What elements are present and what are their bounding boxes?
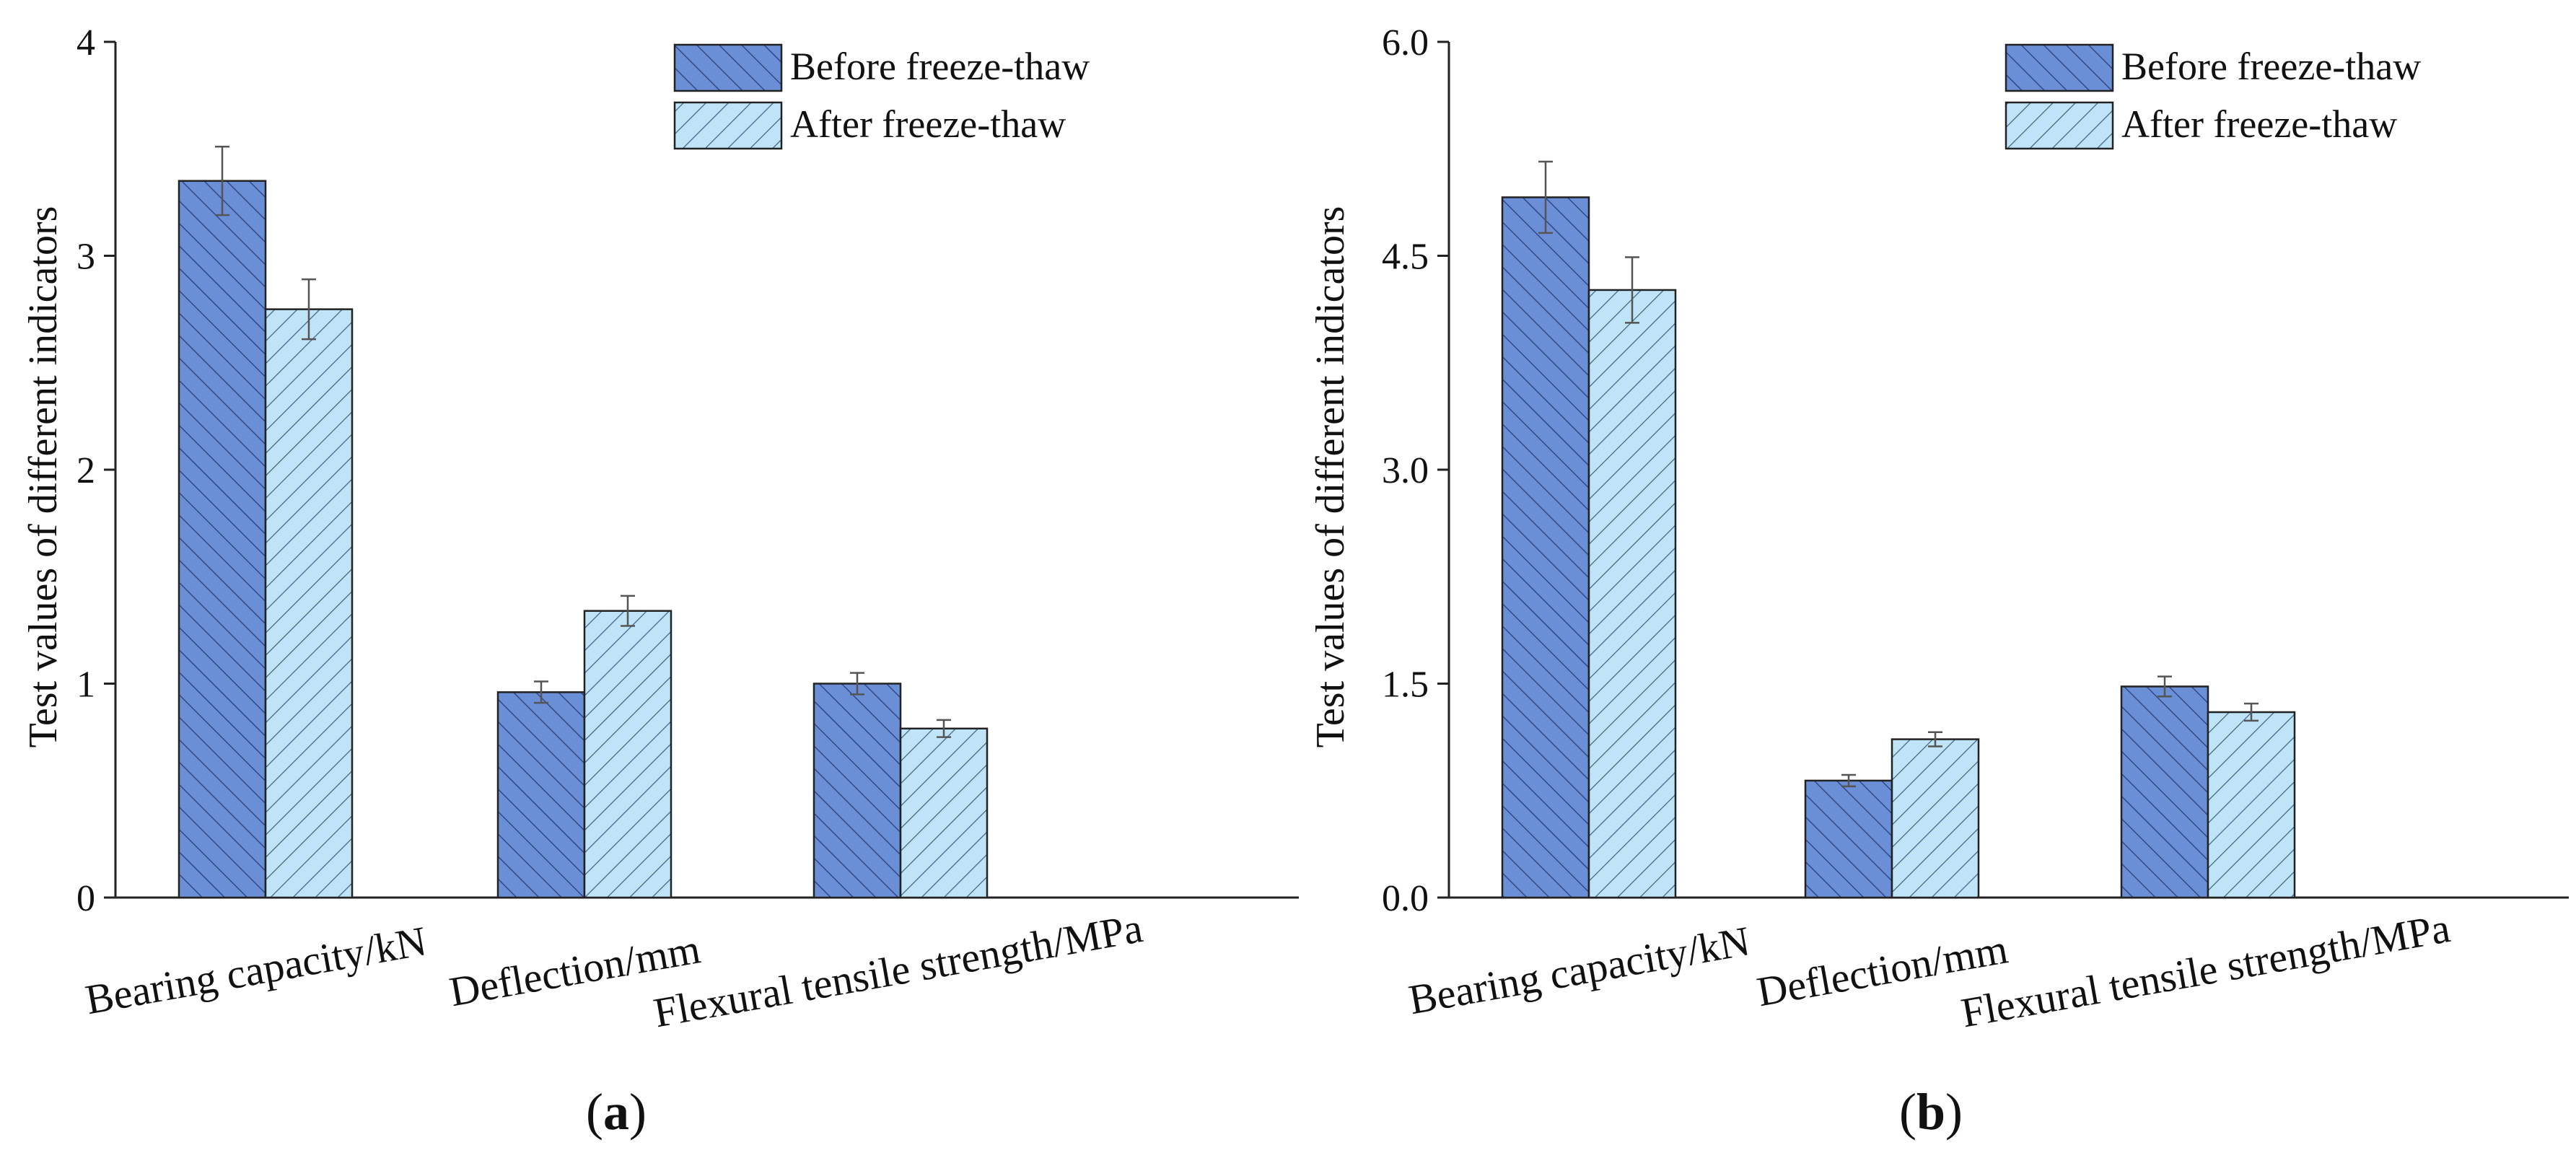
bar-before bbox=[1501, 196, 1590, 899]
x-tick-label: Bearing capacity/kN bbox=[82, 917, 429, 1023]
x-tick-label: Flexural tensile strength/MPa bbox=[650, 904, 1146, 1036]
bar-before bbox=[496, 691, 586, 899]
bar-before bbox=[812, 683, 902, 899]
y-tick-label: 3 bbox=[76, 237, 95, 278]
legend-label-before: Before freeze-thaw bbox=[790, 45, 1090, 88]
panel-label-a: (a) bbox=[586, 1083, 647, 1141]
bar-before bbox=[2120, 685, 2209, 899]
legend-swatch-after bbox=[2005, 101, 2114, 150]
y-tick-label: 2 bbox=[76, 450, 95, 491]
x-tick-label: Bearing capacity/kN bbox=[1405, 917, 1753, 1023]
chart-panel-a: 0 1 2 3 4 Test values of different indicators… bbox=[21, 22, 1299, 1036]
bar-after bbox=[2207, 711, 2296, 899]
legend: Before freeze-thaw After freeze-thaw bbox=[2005, 43, 2421, 150]
legend: Before freeze-thaw After freeze-thaw bbox=[673, 43, 1090, 150]
y-tick-label: 3.0 bbox=[1382, 450, 1429, 491]
bar-after bbox=[899, 727, 989, 899]
legend-swatch-after bbox=[673, 101, 783, 150]
y-axis-label: Test values of different indicators bbox=[21, 206, 66, 748]
legend-swatch-before bbox=[673, 43, 783, 92]
y-tick-label: 4.5 bbox=[1382, 237, 1429, 278]
legend-label-after: After freeze-thaw bbox=[2121, 102, 2397, 146]
y-tick-label: 0 bbox=[76, 878, 95, 919]
panel-label-b-text: b bbox=[1916, 1083, 1946, 1141]
legend-label-after: After freeze-thaw bbox=[790, 102, 1066, 146]
y-tick-label: 0.0 bbox=[1382, 878, 1429, 919]
panel-label-b: (b) bbox=[1899, 1083, 1963, 1141]
bar-before bbox=[178, 180, 267, 899]
bar-before bbox=[1804, 779, 1893, 899]
panel-label-a-text: a bbox=[603, 1083, 629, 1141]
chart-panel-b: 0.0 1.5 3.0 4.5 6.0 Test values of different … bbox=[1308, 22, 2569, 1036]
y-tick-label: 6.0 bbox=[1382, 22, 1429, 63]
bar-after bbox=[264, 308, 354, 899]
y-tick-label: 4 bbox=[76, 22, 95, 63]
bar-after bbox=[1587, 289, 1677, 899]
y-axis-label: Test values of different indicators bbox=[1308, 206, 1353, 748]
legend-label-before: Before freeze-thaw bbox=[2121, 45, 2421, 88]
legend-swatch-before bbox=[2005, 43, 2114, 92]
x-tick-label: Flexural tensile strength/MPa bbox=[1958, 904, 2453, 1036]
bar-after bbox=[1891, 738, 1980, 899]
y-tick-label: 1.5 bbox=[1382, 665, 1429, 706]
bar-after bbox=[583, 610, 673, 899]
y-tick-label: 1 bbox=[76, 665, 95, 706]
